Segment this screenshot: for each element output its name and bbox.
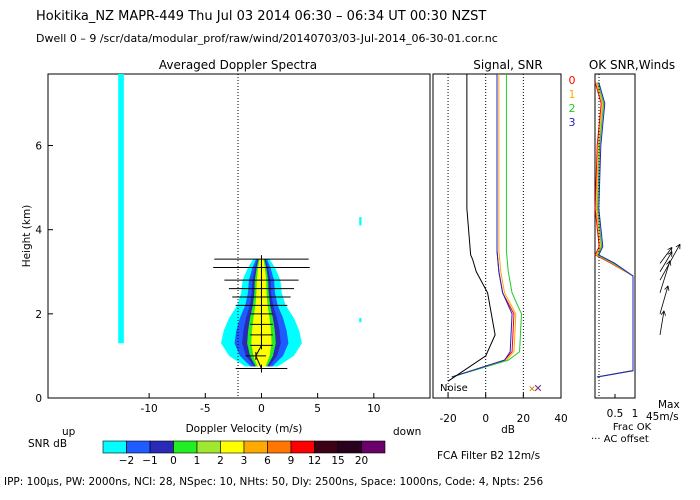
frac-ok-series-3: [596, 82, 634, 378]
height-tick-label-2: 4: [35, 225, 42, 237]
beam-label-0: 0: [569, 74, 576, 87]
colorbar-tick-1: −1: [142, 455, 157, 467]
snr-tick-label-3: 40: [554, 413, 567, 425]
velocity-tick-label-0: -10: [141, 403, 158, 415]
colorbar-cell-1: [126, 440, 151, 454]
snr-series-1: [451, 74, 517, 378]
colorbar-cell-8: [290, 440, 315, 454]
colorbar-cell-4: [196, 440, 221, 454]
velocity-tick-label-3: 5: [314, 403, 321, 415]
spectral-blob-1: [359, 217, 362, 226]
colorbar-tick-5: 3: [241, 455, 248, 467]
noise-marker-2: ✕: [528, 385, 536, 395]
colorbar-tick-9: 15: [331, 455, 344, 467]
fca-filter-note: FCA Filter B2 12m/s: [437, 450, 540, 462]
max-label: Max: [658, 399, 680, 411]
wind-arrowhead-3: [675, 243, 681, 250]
up-note: up: [62, 426, 76, 438]
max-value: 45m/s: [646, 411, 679, 423]
colorbar-tick-8: 12: [308, 455, 321, 467]
colorbar-cell-6: [243, 440, 268, 454]
colorbar-cell-5: [220, 440, 245, 454]
velocity-tick-label-2: 0: [258, 403, 265, 415]
wind-vector-3: [659, 243, 681, 281]
snr-series-0: [451, 74, 515, 378]
signal-snr-panel: Signal, SNR -20 0 20 40 Noise dB ✕ ✕: [432, 58, 568, 436]
snr-tick-label-2: 20: [517, 413, 530, 425]
beam-label-2: 2: [569, 102, 576, 115]
down-note: down: [393, 426, 421, 438]
height-tick-label-1: 2: [35, 309, 42, 321]
wind-arrowhead-0: [660, 310, 666, 316]
beam-label-3: 3: [569, 116, 576, 129]
peak-velocity-markers: [213, 255, 310, 373]
doppler-spectra-panel: Averaged Doppler Spectra -10 -5 0 5 10 0246 …: [21, 58, 431, 438]
frac-ok-tick-label-0: 0.5: [607, 408, 624, 420]
colorbar-cell-9: [314, 440, 339, 454]
height-axis-label: Height (km): [21, 205, 33, 268]
colorbar-tick-10: 20: [355, 455, 368, 467]
colorbar-tick-2: 0: [170, 455, 177, 467]
wind-vector-4: [659, 251, 673, 272]
wind-vector-1: [659, 285, 669, 314]
wind-vector-5: [659, 247, 673, 264]
signal-snr-axis-label: dB: [501, 424, 515, 436]
snr-tick-label-1: 0: [482, 413, 489, 425]
velocity-ticks: -10 -5 0 5 10: [141, 393, 381, 415]
spectral-blob-2: [359, 318, 362, 323]
colorbar-cell-11: [361, 440, 386, 454]
spectral-blob-0: [118, 74, 124, 344]
colorbar-tick-0: −2: [119, 455, 134, 467]
beam-label-1: 1: [569, 88, 576, 101]
wind-arrowhead-5: [667, 246, 673, 253]
height-tick-label-3: 6: [35, 141, 42, 153]
header-title: Hokitika_NZ MAPR-449 Thu Jul 03 2014 06:…: [36, 9, 487, 24]
signal-snr-title: Signal, SNR: [473, 58, 542, 72]
colorbar-tick-4: 2: [217, 455, 224, 467]
colorbar-cell-7: [267, 440, 292, 454]
colorbar-tick-6: 6: [264, 455, 271, 467]
colorbar-cell-2: [149, 440, 174, 454]
snr-series-2: [451, 74, 522, 378]
height-ticks: 0 2 4 6: [35, 141, 53, 405]
snr-tick-label-0: -20: [439, 413, 456, 425]
snr-series-4: [447, 74, 496, 382]
colorbar-tick-7: 9: [288, 455, 295, 467]
colorbar-tick-3: 1: [194, 455, 201, 467]
noise-label: Noise: [440, 383, 468, 394]
header-file-path: Dwell 0 – 9 /scr/data/modular_prof/raw/w…: [36, 32, 498, 45]
wind-vector-2: [659, 260, 671, 293]
height-tick-label-0: 0: [35, 393, 42, 405]
ok-snr-winds-title: OK SNR,Winds: [589, 58, 675, 72]
doppler-spectra-frame: [47, 73, 431, 399]
frac-ok-label: Frac OK: [613, 422, 652, 433]
colorbar-cell-0: [102, 440, 127, 454]
peak-velocity-trace: [255, 259, 262, 369]
velocity-tick-label-4: 10: [367, 403, 380, 415]
colorbar-label: SNR dB: [28, 438, 67, 450]
footer-parameters: IPP: 100μs, PW: 2000ns, NCI: 28, NSpec: …: [4, 476, 544, 488]
colorbar-cell-10: [337, 440, 362, 454]
snr-series-3: [451, 74, 513, 378]
wind-arrowhead-1: [664, 285, 670, 291]
ac-offset-legend: ··· AC offset: [591, 434, 649, 445]
frac-ok-tick-label-1: 1: [632, 408, 639, 420]
velocity-tick-label-1: -5: [200, 403, 210, 415]
noise-marker-1: ✕: [533, 382, 542, 395]
velocity-axis-label: Doppler Velocity (m/s): [186, 423, 303, 435]
spectral-blobs-layer: [118, 74, 362, 344]
wind-vector-0: [659, 310, 665, 335]
doppler-spectra-title: Averaged Doppler Spectra: [159, 58, 317, 72]
snr-colorbar: SNR dB −2 −1 0 1 2 3 6 9 12 15 20: [28, 438, 386, 467]
colorbar-cell-3: [173, 440, 198, 454]
